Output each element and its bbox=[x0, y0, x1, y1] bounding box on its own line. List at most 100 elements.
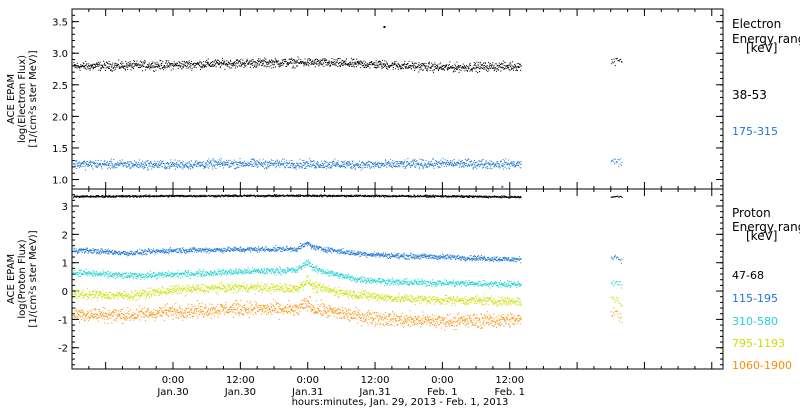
electron-point bbox=[342, 64, 344, 66]
proton-point bbox=[620, 196, 622, 198]
electron-y-axis-title-line-1: ACE EPAM bbox=[6, 74, 17, 124]
electron-point bbox=[137, 64, 138, 66]
electron-point bbox=[453, 165, 455, 166]
proton-point bbox=[94, 250, 96, 252]
electron-point bbox=[363, 63, 365, 65]
electron-point bbox=[371, 166, 372, 168]
electron-point bbox=[268, 66, 270, 68]
proton-point bbox=[99, 251, 101, 253]
electron-point bbox=[427, 166, 429, 168]
proton-point bbox=[275, 194, 277, 195]
proton-point bbox=[143, 252, 145, 253]
electron-point bbox=[257, 60, 259, 61]
electron-point bbox=[188, 61, 190, 63]
electron-point bbox=[240, 164, 242, 166]
electron-point bbox=[286, 63, 288, 65]
proton-point bbox=[102, 251, 104, 253]
electron-point bbox=[455, 164, 457, 166]
proton-point bbox=[368, 195, 370, 197]
proton-point bbox=[195, 196, 196, 198]
electron-point bbox=[457, 65, 459, 67]
electron-point bbox=[165, 168, 167, 170]
electron-point bbox=[229, 59, 231, 61]
electron-point bbox=[85, 60, 87, 62]
proton-point bbox=[135, 195, 137, 197]
electron-point bbox=[313, 64, 315, 65]
proton-point bbox=[231, 195, 233, 197]
proton-point bbox=[297, 196, 299, 198]
electron-point bbox=[80, 164, 82, 166]
electron-point bbox=[446, 64, 448, 66]
electron-point bbox=[362, 164, 364, 166]
electron-point bbox=[203, 61, 205, 63]
electron-point bbox=[358, 160, 360, 162]
proton-point bbox=[214, 195, 216, 197]
electron-flux-panel: 1.01.52.02.53.03.5 ACE EPAM log(Electron… bbox=[6, 8, 800, 190]
proton-point bbox=[343, 194, 345, 196]
electron-point bbox=[354, 63, 356, 65]
proton-point bbox=[144, 253, 146, 255]
proton-point bbox=[145, 252, 147, 254]
electron-point bbox=[325, 62, 326, 64]
electron-point bbox=[372, 163, 374, 165]
proton-point bbox=[363, 195, 365, 196]
proton-point bbox=[78, 249, 80, 251]
electron-point bbox=[222, 63, 224, 65]
electron-point bbox=[114, 62, 116, 64]
electron-point bbox=[343, 163, 345, 165]
proton-point bbox=[511, 195, 513, 197]
proton-point bbox=[83, 195, 85, 197]
proton-point bbox=[172, 195, 174, 197]
electron-point bbox=[256, 167, 258, 168]
electron-point bbox=[211, 64, 213, 66]
electron-point bbox=[81, 66, 83, 68]
proton-point bbox=[471, 195, 473, 197]
electron-point bbox=[125, 61, 127, 63]
electron-point bbox=[200, 165, 201, 167]
electron-point bbox=[92, 65, 93, 67]
proton-point bbox=[119, 252, 121, 254]
electron-point bbox=[286, 164, 288, 166]
electron-point bbox=[355, 165, 357, 167]
electron-point bbox=[411, 164, 413, 166]
electron-point bbox=[504, 161, 506, 163]
proton-point bbox=[378, 194, 380, 196]
proton-point bbox=[129, 195, 131, 197]
electron-point bbox=[147, 67, 149, 68]
electron-point bbox=[399, 65, 401, 67]
electron-point bbox=[437, 65, 439, 67]
proton-point bbox=[302, 195, 304, 196]
electron-point bbox=[387, 163, 389, 164]
proton-point bbox=[120, 253, 122, 255]
electron-point bbox=[219, 163, 221, 165]
electron-point bbox=[326, 62, 328, 63]
electron-point bbox=[180, 166, 182, 168]
electron-point bbox=[469, 63, 471, 65]
proton-point bbox=[257, 195, 259, 197]
proton-point bbox=[440, 196, 442, 198]
electron-point bbox=[465, 66, 467, 68]
electron-point bbox=[177, 160, 179, 162]
proton-point bbox=[305, 195, 307, 197]
electron-point bbox=[261, 65, 263, 66]
proton-point bbox=[154, 251, 156, 253]
electron-point bbox=[317, 162, 319, 163]
electron-point bbox=[438, 167, 440, 169]
electron-point bbox=[489, 160, 491, 162]
electron-point bbox=[407, 161, 409, 163]
electron-point bbox=[134, 63, 136, 65]
electron-point bbox=[282, 164, 284, 166]
proton-point bbox=[153, 196, 155, 198]
electron-point bbox=[238, 64, 240, 66]
electron-point bbox=[456, 69, 458, 71]
electron-point bbox=[386, 166, 388, 168]
proton-point bbox=[162, 196, 164, 198]
electron-point bbox=[73, 162, 75, 164]
electron-point bbox=[94, 67, 96, 68]
proton-point bbox=[198, 195, 200, 197]
electron-point bbox=[370, 167, 372, 169]
electron-point bbox=[337, 162, 339, 163]
proton-point bbox=[452, 196, 454, 198]
electron-point bbox=[327, 63, 329, 65]
electron-point bbox=[350, 57, 352, 59]
